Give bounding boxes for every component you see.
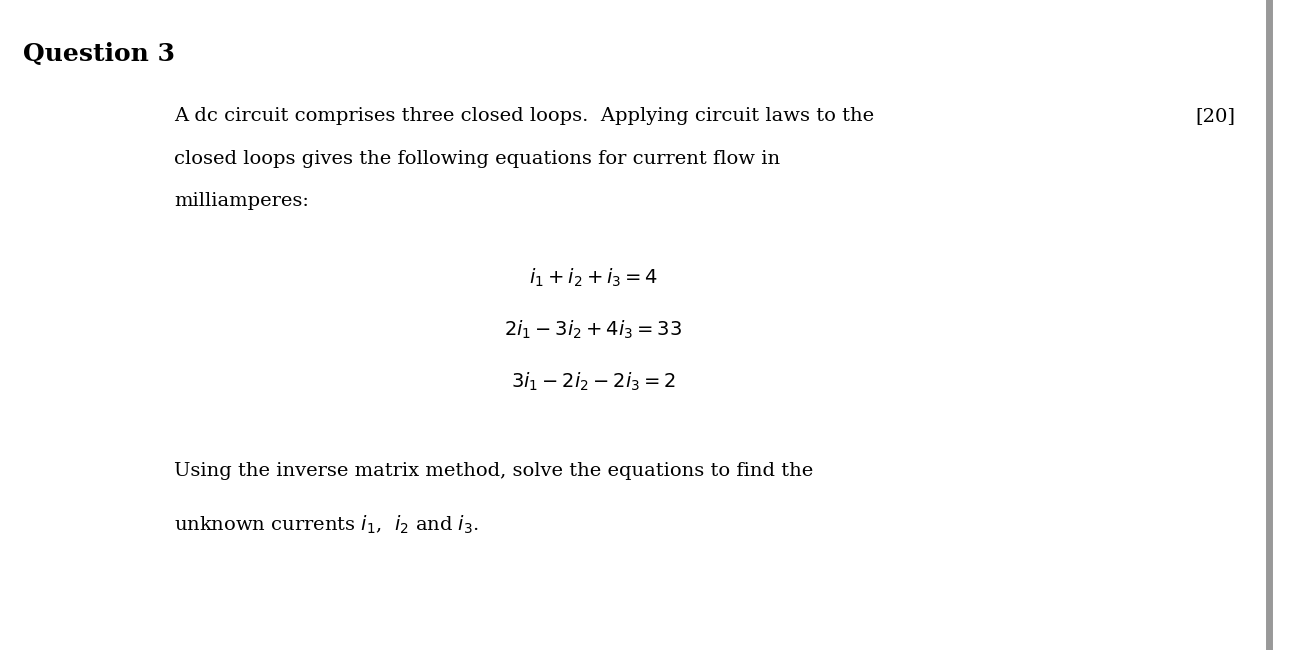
- Text: unknown currents $i_1$,  $i_2$ and $i_3$.: unknown currents $i_1$, $i_2$ and $i_3$.: [174, 514, 479, 536]
- Text: $3i_1 - 2i_2 - 2i_3 = 2$: $3i_1 - 2i_2 - 2i_3 = 2$: [511, 370, 676, 393]
- Text: closed loops gives the following equations for current flow in: closed loops gives the following equatio…: [174, 150, 780, 168]
- Text: [20]: [20]: [1196, 107, 1236, 125]
- Text: Using the inverse matrix method, solve the equations to find the: Using the inverse matrix method, solve t…: [174, 462, 814, 480]
- Text: $2i_1 - 3i_2 + 4i_3 = 33$: $2i_1 - 3i_2 + 4i_3 = 33$: [504, 318, 682, 341]
- Text: Question 3: Question 3: [23, 42, 175, 66]
- Text: A dc circuit comprises three closed loops.  Applying circuit laws to the: A dc circuit comprises three closed loop…: [174, 107, 875, 125]
- Text: $i_1 + i_2 + i_3 = 4$: $i_1 + i_2 + i_3 = 4$: [529, 266, 658, 289]
- Text: milliamperes:: milliamperes:: [174, 192, 310, 210]
